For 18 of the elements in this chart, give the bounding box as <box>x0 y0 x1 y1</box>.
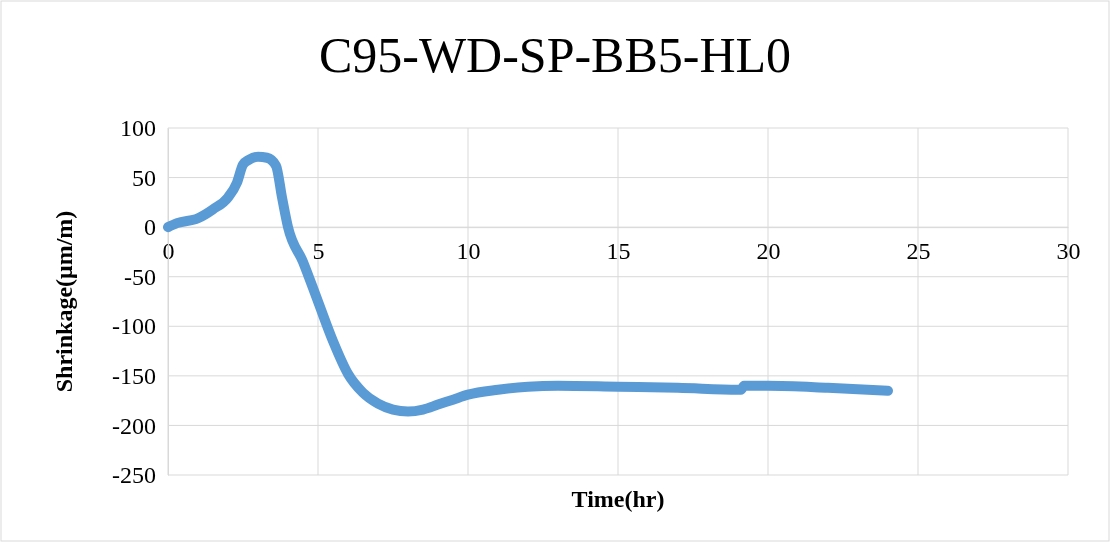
y-tick-label: -250 <box>112 462 156 489</box>
y-tick-label: 100 <box>120 115 156 142</box>
chart-title: C95-WD-SP-BB5-HL0 <box>318 27 792 83</box>
y-tick-label: -50 <box>124 263 156 290</box>
x-tick-label: 30 <box>1056 237 1081 264</box>
y-tick-label: 50 <box>132 164 156 191</box>
y-tick-label: 0 <box>144 214 156 241</box>
x-tick-label: 20 <box>756 237 781 264</box>
x-axis-title: Time(hr) <box>571 486 665 512</box>
x-tick-label: 15 <box>606 237 631 264</box>
y-tick-label: -200 <box>112 412 156 439</box>
y-tick-label: -150 <box>112 363 156 390</box>
x-tick-label: 25 <box>906 237 931 264</box>
y-tick-label: -100 <box>112 313 156 340</box>
x-tick-label: 0 <box>162 237 175 264</box>
x-tick-label: 10 <box>456 237 481 264</box>
y-axis-title: Shrinkage(μm/m) <box>51 210 77 393</box>
x-tick-label: 5 <box>312 237 325 264</box>
